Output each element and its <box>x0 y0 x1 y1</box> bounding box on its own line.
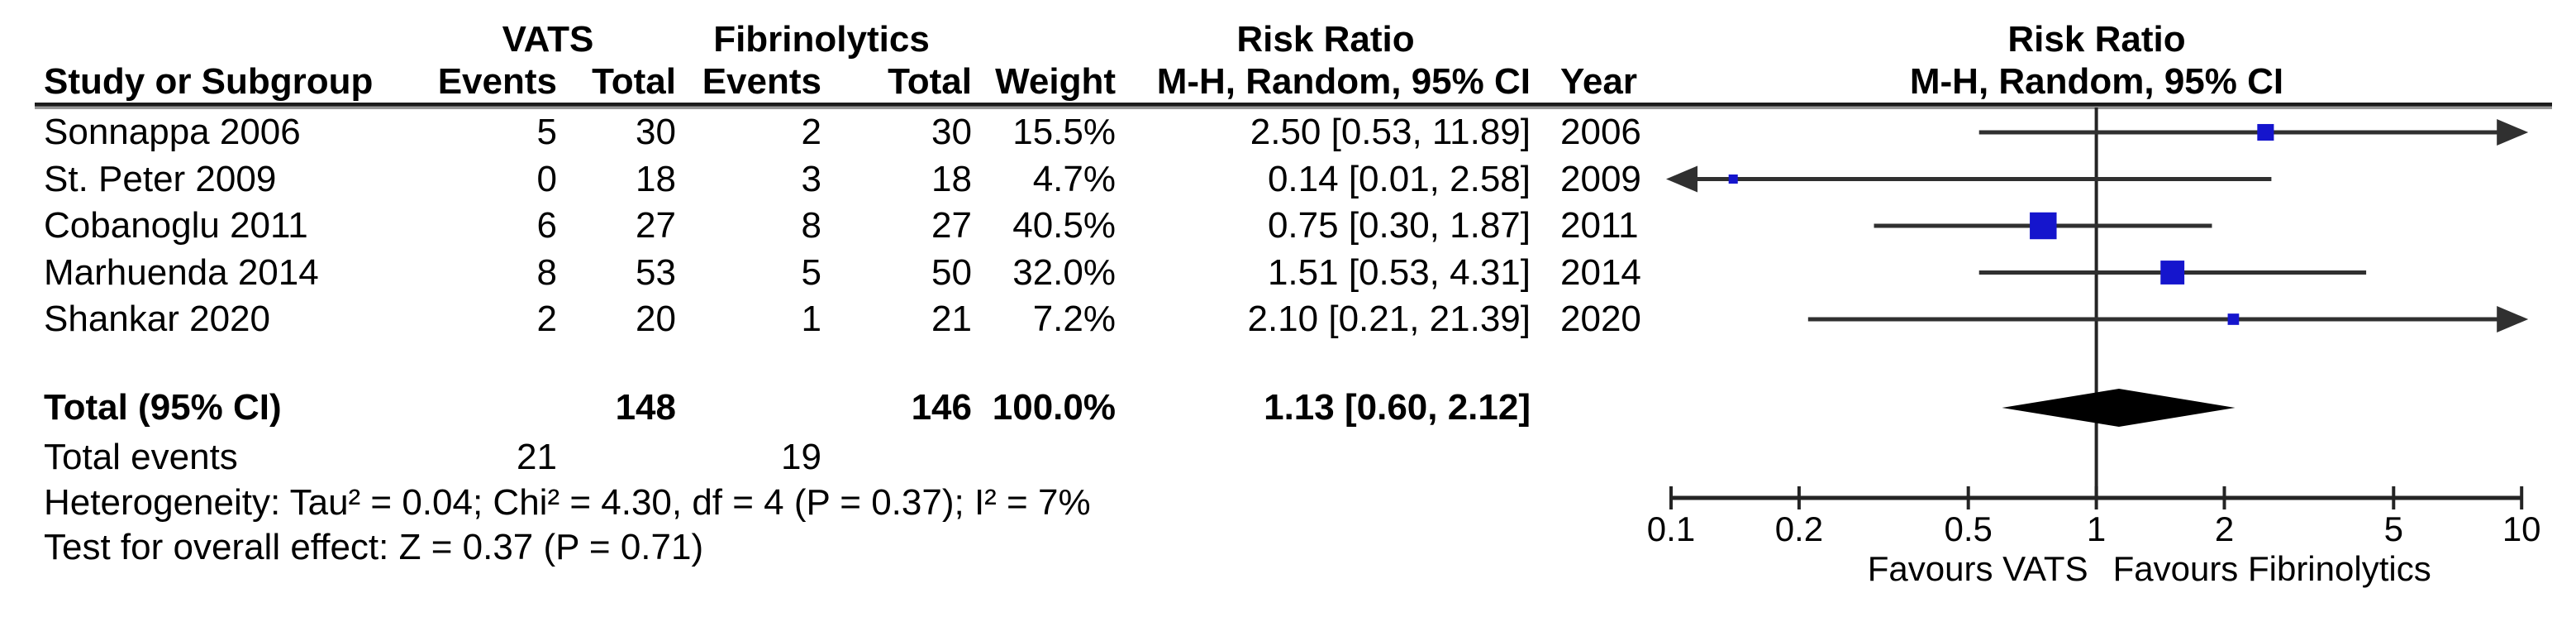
overall-effect-text: Test for overall effect: Z = 0.37 (P = 0… <box>44 527 704 567</box>
study-name-cell: Marhuenda 2014 <box>44 251 319 293</box>
fib-events-cell: 5 <box>801 251 821 293</box>
vats-events-cell: 0 <box>536 158 557 199</box>
ci-cell: 0.75 [0.30, 1.87] <box>1267 205 1531 246</box>
point-estimate-square <box>2257 123 2274 141</box>
axis-tick-label: 0.1 <box>1647 509 1695 548</box>
risk-ratio-header-left: Risk Ratio <box>1236 19 1415 60</box>
ci-cell: 2.50 [0.53, 11.89] <box>1250 112 1531 152</box>
column-header-ci: M-H, Random, 95% CI <box>1156 61 1531 102</box>
fib-total-cell: 27 <box>931 205 972 246</box>
axis-tick-label: 5 <box>2384 509 2403 548</box>
axis-tick-label: 0.2 <box>1775 509 1823 548</box>
header-rule <box>35 103 2552 109</box>
fib-total-cell: 50 <box>931 251 972 293</box>
column-header-vats-total: Total <box>592 61 676 102</box>
total-weight: 100.0% <box>992 387 1116 428</box>
fib-total-cell: 30 <box>931 112 972 152</box>
vats-total-cell: 20 <box>636 299 676 339</box>
right-arrowhead <box>2497 306 2529 332</box>
study-name-cell: Cobanoglu 2011 <box>44 205 308 246</box>
ci-cell: 0.14 [0.01, 2.58] <box>1267 158 1531 199</box>
column-header-study: Study or Subgroup <box>44 61 374 102</box>
vats-events-cell: 8 <box>536 251 557 293</box>
column-header-vats-events: Events <box>437 61 557 102</box>
study-name-cell: Sonnappa 2006 <box>44 112 301 152</box>
total-events-vats: 21 <box>517 437 557 477</box>
summary-diamond <box>2002 389 2236 427</box>
vats-events-cell: 2 <box>536 299 557 339</box>
fib-total-cell: 18 <box>931 158 972 199</box>
weight-cell: 32.0% <box>1012 251 1116 293</box>
year-cell: 2011 <box>1560 205 1639 246</box>
column-header-fib-total: Total <box>888 61 972 102</box>
column-header-fib-events: Events <box>702 61 821 102</box>
total-vats-n: 148 <box>615 387 676 428</box>
vats-events-cell: 5 <box>536 112 557 152</box>
axis-tick-label: 1 <box>2087 509 2106 548</box>
column-header-year: Year <box>1560 61 1637 102</box>
total-ci: 1.13 [0.60, 2.12] <box>1264 387 1531 428</box>
vats-total-cell: 53 <box>636 251 676 293</box>
fib-total-cell: 21 <box>931 299 972 339</box>
ci-cell: 2.10 [0.21, 21.39] <box>1247 299 1531 339</box>
axis-tick-label: 10 <box>2502 509 2541 548</box>
ci-cell: 1.51 [0.53, 4.31] <box>1267 251 1531 293</box>
vats-total-cell: 27 <box>636 205 676 246</box>
point-estimate-square <box>2227 313 2240 325</box>
left-arrowhead <box>1666 165 1697 193</box>
vats-events-cell: 6 <box>536 205 557 246</box>
fib-events-cell: 3 <box>801 158 821 199</box>
total-label: Total (95% CI) <box>44 387 282 428</box>
axis-tick-label: 2 <box>2215 509 2234 548</box>
axis-tick-label: 0.5 <box>1944 509 1992 548</box>
group-header-fibrinolytics: Fibrinolytics <box>713 19 930 60</box>
total-events-label: Total events <box>44 437 238 477</box>
weight-cell: 4.7% <box>1032 158 1116 199</box>
point-estimate-square <box>1728 174 1738 184</box>
method-header-right: M-H, Random, 95% CI <box>1909 61 2284 102</box>
vats-total-cell: 18 <box>636 158 676 199</box>
year-cell: 2006 <box>1560 112 1641 152</box>
total-events-fib: 19 <box>781 437 821 477</box>
study-name-cell: St. Peter 2009 <box>44 158 277 199</box>
total-fib-n: 146 <box>911 387 972 428</box>
weight-cell: 7.2% <box>1032 299 1116 339</box>
year-cell: 2014 <box>1560 251 1641 293</box>
weight-cell: 15.5% <box>1012 112 1116 152</box>
column-header-weight: Weight <box>995 61 1116 102</box>
right-arrowhead <box>2497 119 2529 146</box>
fib-events-cell: 8 <box>801 205 821 246</box>
point-estimate-square <box>2030 212 2057 240</box>
vats-total-cell: 30 <box>636 112 676 152</box>
fib-events-cell: 1 <box>801 299 821 339</box>
study-name-cell: Shankar 2020 <box>44 299 270 339</box>
year-cell: 2020 <box>1560 299 1641 339</box>
point-estimate-square <box>2160 261 2185 285</box>
favours-right-label: Favours Fibrinolytics <box>2113 549 2431 588</box>
year-cell: 2009 <box>1560 158 1641 199</box>
heterogeneity-text: Heterogeneity: Tau² = 0.04; Chi² = 4.30,… <box>44 482 1091 523</box>
risk-ratio-header-right: Risk Ratio <box>2007 19 2186 60</box>
favours-left-label: Favours VATS <box>1868 549 2088 588</box>
group-header-vats: VATS <box>502 19 594 60</box>
weight-cell: 40.5% <box>1012 205 1116 246</box>
fib-events-cell: 2 <box>801 112 821 152</box>
